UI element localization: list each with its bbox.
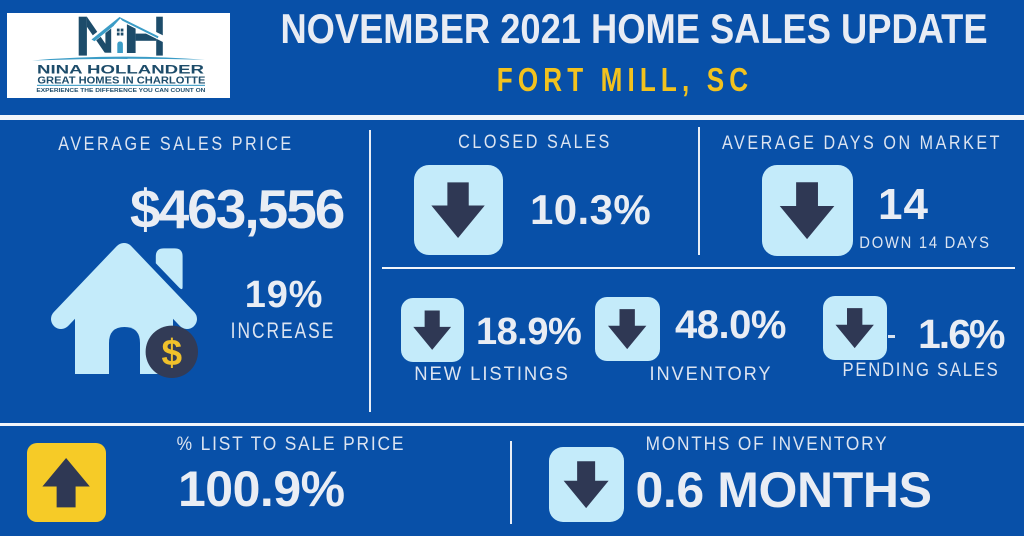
svg-text:NINA HOLLANDER: NINA HOLLANDER [37, 62, 204, 76]
svg-text:GREAT HOMES IN CHARLOTTE: GREAT HOMES IN CHARLOTTE [37, 76, 205, 87]
svg-text:EXPERIENCE THE DIFFERENCE YOU: EXPERIENCE THE DIFFERENCE YOU CAN COUNT … [36, 88, 205, 94]
svg-text:$: $ [162, 332, 183, 373]
